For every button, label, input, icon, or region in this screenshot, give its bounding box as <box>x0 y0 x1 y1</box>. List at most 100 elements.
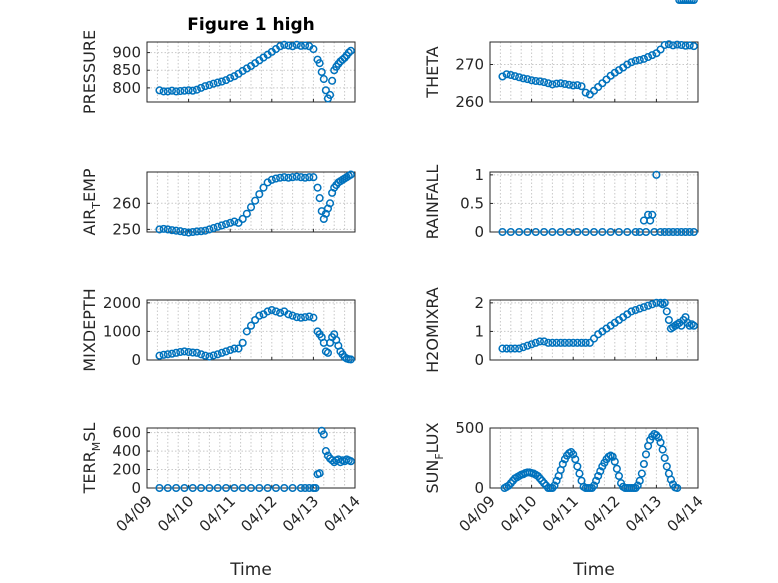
data-point <box>552 79 561 88</box>
data-point <box>569 450 578 459</box>
data-point <box>155 86 164 95</box>
data-point <box>535 77 544 86</box>
data-point <box>668 227 678 237</box>
data-point <box>631 56 640 65</box>
y-axis-label: THETA <box>423 46 442 98</box>
data-point <box>226 345 235 355</box>
data-point <box>315 469 324 478</box>
data-point <box>346 355 355 364</box>
data-point <box>577 82 586 91</box>
x-tick-label: 04/13 <box>279 492 322 535</box>
data-point <box>346 457 355 466</box>
data-point <box>639 459 648 469</box>
data-point <box>523 227 532 237</box>
data-point <box>573 81 582 90</box>
data-point <box>573 462 582 471</box>
data-point <box>213 483 222 493</box>
data-point <box>271 174 281 183</box>
data-point <box>654 433 663 442</box>
data-point <box>548 227 557 237</box>
data-point <box>681 41 690 50</box>
data-point <box>280 483 289 493</box>
data-point <box>602 75 611 84</box>
data-point <box>292 40 301 49</box>
data-point <box>589 334 599 343</box>
data-point <box>652 170 661 179</box>
y-tick-label: 400 <box>112 442 141 460</box>
data-point <box>205 225 214 234</box>
data-point <box>172 87 181 96</box>
data-point <box>242 327 251 336</box>
data-point <box>217 77 226 86</box>
data-point <box>276 308 285 317</box>
data-point <box>209 351 218 360</box>
data-point <box>677 227 686 237</box>
data-point <box>346 170 355 179</box>
data-point <box>641 450 651 459</box>
data-point <box>666 475 676 484</box>
data-point <box>209 79 218 88</box>
data-point <box>309 45 318 54</box>
data-point <box>319 75 328 84</box>
data-point <box>544 79 553 88</box>
y-tick-label: 1 <box>474 322 484 340</box>
axes-box <box>146 41 356 103</box>
data-point <box>544 338 553 347</box>
x-tick-label: 04/11 <box>539 492 582 535</box>
data-point <box>205 81 214 90</box>
data-point <box>527 76 536 85</box>
data-point <box>635 55 644 65</box>
data-point <box>610 457 619 466</box>
x-axis-label-left: Time <box>229 560 272 580</box>
data-point <box>201 82 210 91</box>
data-point <box>305 312 314 321</box>
data-point <box>180 227 189 237</box>
data-point <box>656 227 665 237</box>
y-axis-label-subscript: T <box>90 202 103 210</box>
data-point <box>581 88 590 97</box>
data-point <box>197 350 206 359</box>
data-point <box>556 338 565 347</box>
data-point <box>255 190 264 199</box>
y-tick-label: 200 <box>112 461 141 479</box>
data-point <box>288 311 297 320</box>
data-point <box>631 305 640 315</box>
x-tick-label: 04/10 <box>497 492 540 535</box>
data-point <box>251 315 260 325</box>
data-point <box>564 227 574 237</box>
data-point <box>515 344 524 353</box>
data-point <box>648 51 657 60</box>
data-point <box>660 298 669 307</box>
data-point <box>284 310 293 319</box>
data-point <box>527 340 536 349</box>
data-point <box>656 45 665 54</box>
data-point <box>338 55 347 64</box>
data-point <box>159 350 168 359</box>
data-point <box>560 79 569 89</box>
data-point <box>627 58 636 67</box>
data-point <box>226 73 235 83</box>
data-point <box>192 227 201 236</box>
data-point <box>540 78 549 87</box>
data-point <box>155 225 164 234</box>
data-point <box>288 483 297 493</box>
data-point <box>558 459 567 469</box>
data-point <box>519 74 528 83</box>
data-point <box>673 483 682 493</box>
data-point <box>635 476 644 485</box>
data-point <box>292 313 301 322</box>
data-point <box>552 338 561 347</box>
data-point <box>271 307 281 316</box>
data-point <box>163 87 172 96</box>
panel-h2omixra: 0 1 2 H2OMIXRA <box>423 287 699 373</box>
data-point <box>246 483 256 493</box>
data-point <box>305 173 314 182</box>
data-point <box>188 348 197 357</box>
data-point <box>184 347 193 357</box>
data-point <box>276 173 285 182</box>
y-axis-label: SUNFLUX <box>423 422 446 493</box>
data-point <box>238 338 247 347</box>
